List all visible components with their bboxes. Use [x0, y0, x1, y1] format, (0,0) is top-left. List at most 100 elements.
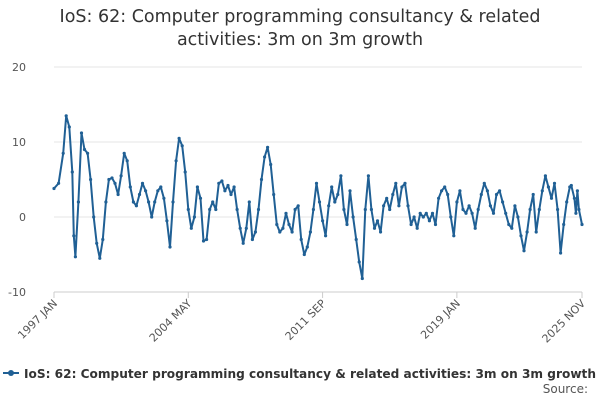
data-point [330, 185, 334, 189]
data-point [253, 230, 257, 234]
data-point [189, 226, 193, 230]
data-point [263, 155, 267, 159]
data-point [79, 131, 84, 135]
series-layer [52, 114, 584, 281]
data-point [113, 181, 117, 185]
data-point [360, 276, 364, 281]
data-point [57, 181, 61, 185]
data-point [235, 207, 239, 212]
data-point [174, 159, 178, 163]
data-point [140, 181, 145, 185]
data-point [342, 207, 346, 212]
data-point [250, 237, 254, 242]
data-point [421, 215, 425, 219]
data-point [305, 245, 309, 249]
data-point [357, 260, 361, 264]
data-point [531, 192, 535, 197]
data-point [144, 189, 148, 193]
data-point [128, 185, 132, 189]
x-tick-label: 2025 NOV [540, 297, 589, 346]
data-point [220, 179, 224, 183]
data-point [110, 176, 114, 180]
data-point [299, 237, 303, 242]
data-point [452, 234, 456, 238]
data-point [397, 204, 401, 208]
data-point [61, 151, 65, 155]
data-point [513, 204, 517, 208]
data-point [501, 200, 505, 204]
data-point [409, 222, 413, 227]
y-tick-labels: -10 0 10 20 [8, 61, 26, 299]
data-point [171, 200, 175, 204]
data-point [494, 192, 499, 197]
data-point [241, 241, 245, 245]
data-point [488, 204, 492, 208]
data-point [482, 181, 486, 185]
data-point [259, 177, 264, 182]
data-point [580, 222, 584, 227]
data-point [244, 226, 248, 230]
data-point [415, 226, 419, 230]
data-point [168, 245, 172, 249]
chart-title-line-1: IoS: 62: Computer programming consultanc… [59, 7, 541, 27]
data-point [549, 196, 554, 200]
data-point [208, 207, 212, 212]
gridlines [54, 66, 582, 218]
data-point [73, 255, 77, 259]
data-point [232, 185, 236, 189]
y-tick-label: 20 [12, 61, 26, 74]
data-point [296, 204, 300, 208]
data-point [165, 219, 169, 223]
data-point [556, 207, 560, 212]
chart-title-line-2: activities: 3m on 3m growth [176, 30, 424, 50]
x-tick-label: 1997 JAN [15, 297, 60, 342]
data-point [122, 151, 126, 155]
data-point [131, 200, 135, 204]
data-point [308, 230, 312, 234]
data-point [72, 234, 76, 238]
data-point [537, 207, 541, 212]
data-point [559, 251, 563, 255]
data-point [293, 207, 297, 212]
legend: IoS: 62: Computer programming consultanc… [3, 366, 596, 381]
data-point [192, 215, 196, 219]
data-point [375, 219, 380, 223]
data-point [552, 181, 557, 185]
data-point [223, 189, 227, 193]
data-point [278, 230, 282, 234]
data-point [464, 211, 468, 215]
data-point [379, 230, 383, 234]
data-point [354, 237, 358, 242]
data-point [266, 145, 270, 149]
data-point [201, 239, 206, 243]
x-tick-label: 2019 JAN [418, 297, 463, 342]
data-point [317, 200, 322, 204]
data-point [281, 226, 285, 230]
data-point [226, 183, 230, 188]
data-point [67, 125, 71, 129]
data-point [372, 226, 377, 230]
data-point [183, 170, 187, 174]
data-point [229, 192, 233, 197]
data-point [186, 207, 190, 212]
data-point [64, 114, 68, 118]
data-point [440, 189, 444, 193]
data-point [345, 222, 349, 227]
data-point [385, 196, 389, 200]
data-point [394, 181, 398, 185]
legend-label: IoS: 62: Computer programming consultanc… [24, 366, 596, 381]
data-point [324, 234, 328, 238]
data-point [156, 189, 160, 193]
data-point [433, 222, 438, 227]
data-point [388, 207, 392, 212]
data-point [543, 174, 548, 178]
data-point [366, 174, 370, 178]
legend-marker-swatch [8, 370, 14, 376]
data-point [86, 151, 90, 155]
data-point [119, 174, 123, 178]
data-point [82, 147, 87, 152]
data-point [302, 252, 306, 257]
data-point [333, 200, 337, 204]
data-point [400, 185, 404, 189]
data-point [412, 215, 416, 219]
